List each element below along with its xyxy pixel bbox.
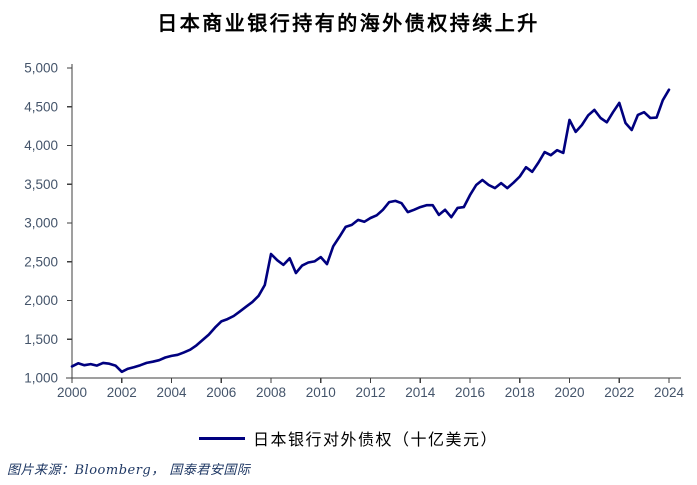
source-caption: 图片来源：Bloomberg， 国泰君安国际 — [7, 463, 251, 478]
legend-line-swatch — [198, 436, 245, 440]
x-tick-label: 2008 — [256, 385, 286, 400]
x-tick-label: 2018 — [505, 385, 535, 400]
y-tick-label: 2,000 — [24, 293, 58, 308]
x-tick-label: 2002 — [107, 385, 137, 400]
series-line — [70, 88, 671, 374]
y-tick-label: 4,500 — [24, 99, 58, 114]
y-tick-label: 2,500 — [24, 254, 58, 269]
legend: 日本银行对外债权（十亿美元） — [0, 426, 697, 450]
x-tick-label: 2016 — [455, 385, 485, 400]
x-tick-label: 2014 — [405, 385, 436, 400]
y-tick-label: 3,000 — [24, 216, 58, 231]
x-tick-label: 2000 — [57, 385, 87, 400]
x-tick-label: 2022 — [604, 385, 634, 400]
legend-label: 日本银行对外债权（十亿美元） — [252, 430, 498, 449]
x-tick-label: 2004 — [156, 385, 187, 400]
x-tick-label: 2020 — [554, 385, 584, 400]
x-tick-label: 2024 — [654, 385, 685, 400]
y-tick-label: 5,000 — [24, 61, 58, 76]
y-tick-label: 1,000 — [24, 371, 58, 386]
x-tick-label: 2006 — [206, 385, 236, 400]
x-tick-label: 2012 — [355, 385, 385, 400]
y-tick-label: 1,500 — [24, 332, 58, 347]
chart-title: 日本商业银行持有的海外债权持续上升 — [157, 11, 540, 35]
y-tick-label: 4,000 — [24, 138, 58, 153]
x-tick-label: 2010 — [306, 385, 336, 400]
line-chart: 1,000 1,500 2,000 2,500 3,000 3,500 4,000 4,500… — [24, 61, 685, 401]
y-tick-label: 3,500 — [24, 177, 58, 192]
